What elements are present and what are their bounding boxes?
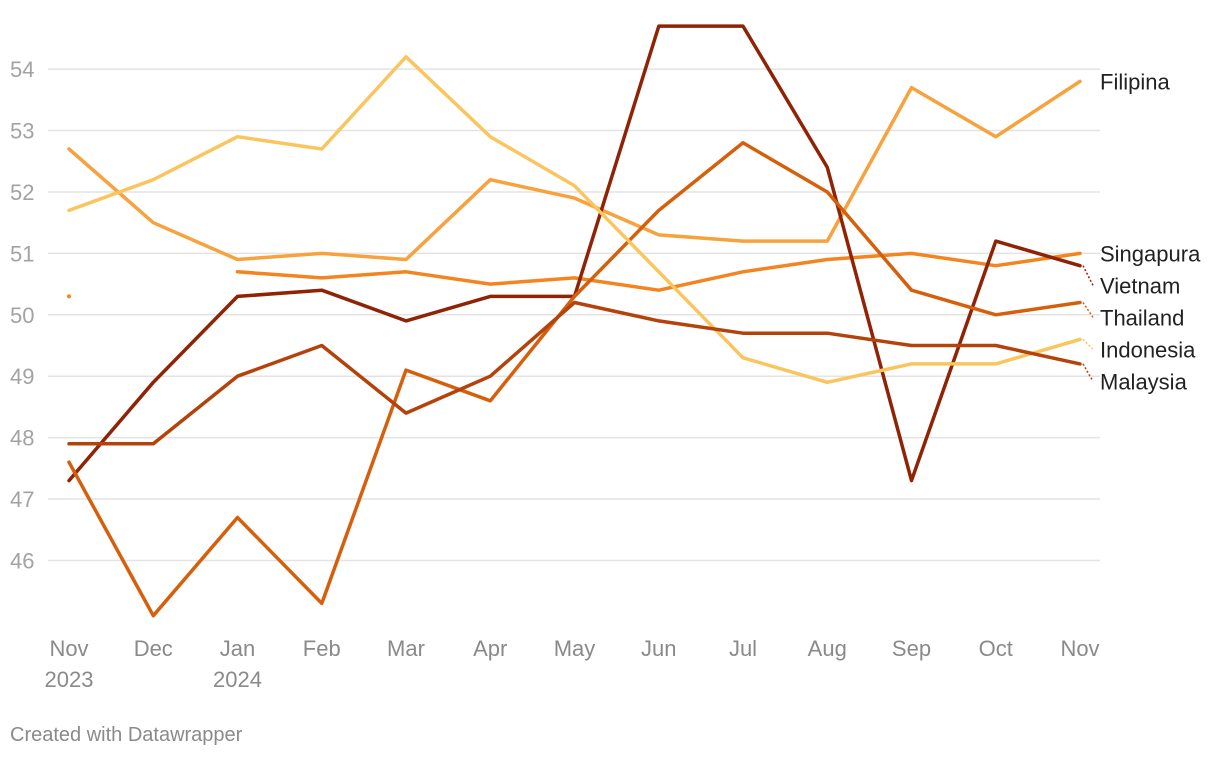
series-line-malaysia [67, 300, 1082, 446]
x-tick-label: May [554, 636, 596, 661]
label-connector-vietnam [1082, 265, 1094, 286]
x-tick-label-year: 2023 [45, 667, 94, 692]
x-tick-label: Feb [303, 636, 341, 661]
series-labels: Filipina Singapura Vietnam Thailand Indonesi… [1082, 69, 1201, 394]
y-tick-label: 48 [10, 426, 34, 451]
x-tick-label: Aug [808, 636, 847, 661]
series-label-malaysia: Malaysia [1100, 369, 1188, 394]
y-tick-label: 53 [10, 119, 34, 144]
y-tick-label: 54 [10, 57, 34, 82]
series-lines [67, 24, 1082, 618]
y-tick-label: 47 [10, 487, 34, 512]
x-axis: Nov 2023 Dec Jan 2024 Feb Mar Apr May Jun Jul Aug Se… [45, 636, 1100, 692]
x-tick-label: Sep [892, 636, 931, 661]
x-tick-label: Jan [220, 636, 255, 661]
series-line-thailand [67, 141, 1082, 618]
series-point-singapura [67, 294, 71, 299]
x-tick-label: Jun [641, 636, 676, 661]
x-tick-label: Dec [134, 636, 173, 661]
series-label-filipina: Filipina [1100, 69, 1170, 94]
y-tick-label: 51 [10, 241, 34, 266]
x-tick-label-year: 2024 [213, 667, 262, 692]
x-tick-label: Nov [1060, 636, 1099, 661]
y-tick-label: 52 [10, 180, 34, 205]
x-tick-label: Mar [387, 636, 425, 661]
series-label-vietnam: Vietnam [1100, 273, 1180, 298]
x-tick-label: Nov [49, 636, 88, 661]
series-line-indonesia [67, 55, 1082, 385]
x-tick-label: Jul [729, 636, 757, 661]
series-line-singapura [235, 251, 1082, 292]
line-chart: 46 47 48 49 50 51 52 53 54 Nov 2023 Dec Jan 2024 Feb M… [10, 24, 1201, 692]
y-tick-label: 49 [10, 364, 34, 389]
label-connector-malaysia [1082, 363, 1094, 382]
y-tick-label: 50 [10, 303, 34, 328]
x-tick-label: Oct [979, 636, 1013, 661]
y-axis: 46 47 48 49 50 51 52 53 54 [10, 57, 34, 573]
x-tick-label: Apr [473, 636, 507, 661]
label-connector-indonesia [1082, 338, 1094, 350]
series-label-indonesia: Indonesia [1100, 337, 1196, 362]
series-label-singapura: Singapura [1100, 241, 1201, 266]
label-connector-thailand [1082, 302, 1094, 318]
grid-lines [48, 68, 1100, 562]
credit-text: Created with Datawrapper [10, 724, 243, 746]
y-tick-label: 46 [10, 548, 34, 573]
series-label-thailand: Thailand [1100, 305, 1184, 330]
series-line-filipina [67, 79, 1082, 262]
